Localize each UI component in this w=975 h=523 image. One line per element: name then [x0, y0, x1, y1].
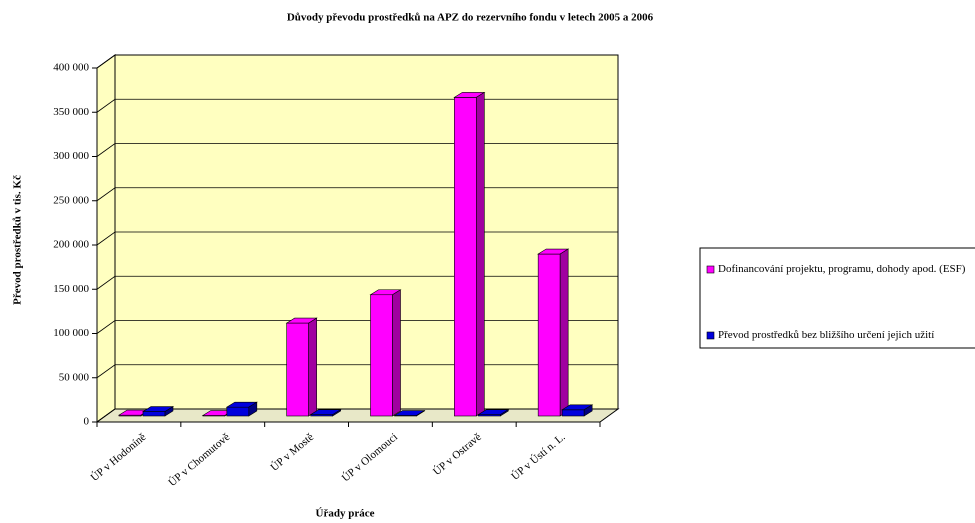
grid-line — [96, 143, 618, 157]
y-tick-label: 300 000 — [53, 150, 89, 162]
y-axis-title: Převod prostředků v tis. Kč — [12, 175, 24, 305]
x-tick-label: ÚP v Hodoníně — [89, 431, 149, 484]
bar-front — [370, 294, 393, 417]
legend-entry: Převod prostředků bez bližšího určení je… — [718, 329, 935, 341]
grid-line — [96, 275, 618, 290]
bar-front — [226, 406, 250, 417]
bar-front — [142, 411, 166, 417]
y-tick-label: 50 000 — [59, 371, 90, 383]
bar-front — [286, 322, 309, 417]
x-tick-label: ÚP v Olomouci — [340, 431, 400, 484]
grid-line — [96, 54, 618, 69]
y-tick-label: 400 000 — [53, 62, 89, 74]
grid-line — [96, 98, 618, 113]
bar-side — [308, 317, 317, 417]
grid-line — [96, 408, 618, 423]
x-tick-label: ÚP v Ústí n. L. — [509, 431, 568, 483]
legend-swatch — [706, 265, 715, 274]
bar — [369, 289, 402, 417]
bar-side — [500, 409, 509, 417]
bar-side — [164, 406, 174, 417]
grid-line — [96, 231, 618, 246]
bar — [225, 401, 258, 417]
legend-entry: Dofinancování projektu, programu, dohody… — [718, 263, 966, 275]
bar-front — [454, 97, 477, 417]
legend-label: Dofinancování projektu, programu, dohody… — [718, 263, 966, 275]
x-tick-label: ÚP v Chomutově — [166, 431, 232, 489]
x-tick-label: ÚP v Ostravě — [431, 431, 484, 478]
y-tick-label: 0 — [84, 416, 90, 428]
bar — [285, 317, 318, 417]
bar-side — [416, 410, 425, 417]
y-tick-label: 350 000 — [53, 106, 89, 118]
bar — [141, 406, 175, 417]
bar — [393, 410, 426, 417]
y-tick-label: 150 000 — [53, 283, 89, 295]
bar-side — [248, 401, 258, 417]
bar-side — [332, 409, 341, 417]
bar-side — [559, 248, 569, 417]
bar — [453, 91, 486, 417]
bar — [537, 248, 570, 417]
y-tick-label: 250 000 — [53, 194, 89, 206]
bar-front — [537, 253, 561, 417]
bar-side — [583, 404, 593, 417]
grid-line — [96, 364, 618, 379]
bar — [477, 409, 510, 417]
bar-front — [561, 409, 585, 417]
chart-title: Důvody převodu prostředků na APZ do reze… — [287, 12, 654, 24]
x-axis-title: Úřady práce — [316, 508, 375, 520]
bar-side — [392, 289, 401, 417]
legend-box — [699, 247, 975, 349]
legend-label: Převod prostředků bez bližšího určení je… — [718, 329, 935, 341]
bar — [561, 404, 594, 417]
x-tick-label: ÚP v Mostě — [268, 431, 316, 474]
grid-line — [96, 187, 618, 202]
legend-swatch — [706, 331, 715, 340]
bar — [309, 409, 342, 417]
grid-line — [96, 320, 618, 334]
bar-side — [476, 91, 485, 417]
y-tick-label: 200 000 — [53, 239, 89, 251]
y-tick-label: 100 000 — [53, 327, 89, 339]
